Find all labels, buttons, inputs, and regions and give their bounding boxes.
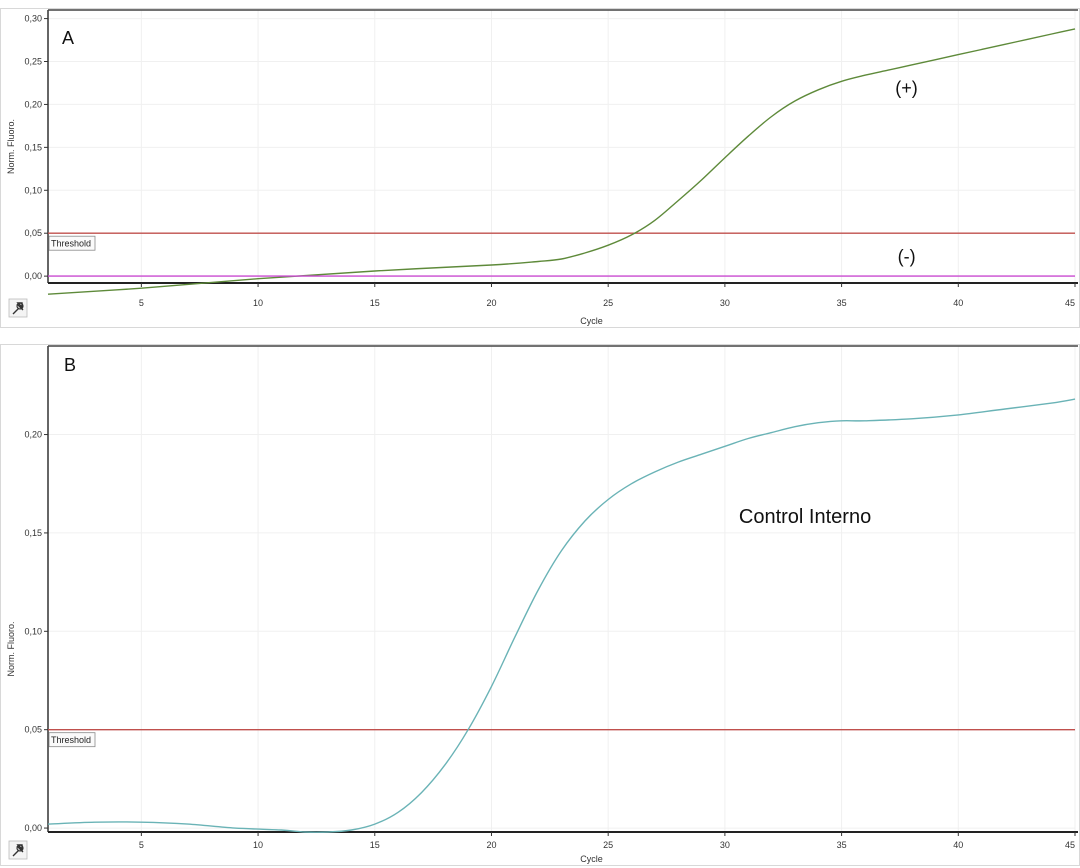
x-tick-label: 10 bbox=[253, 840, 263, 850]
y-tick-label: 0,10 bbox=[24, 626, 42, 636]
x-tick-label: 5 bbox=[139, 840, 144, 850]
y-axis-label: Norm. Fluoro. bbox=[6, 119, 16, 174]
x-tick-label: 40 bbox=[953, 298, 963, 308]
x-tick-label: 15 bbox=[370, 840, 380, 850]
threshold-label-box bbox=[48, 732, 96, 748]
x-tick-label: 30 bbox=[720, 840, 730, 850]
plot-area bbox=[48, 10, 1075, 283]
x-tick-label: 45 bbox=[1065, 840, 1075, 850]
x-tick-label: 20 bbox=[486, 840, 496, 850]
x-tick-label: 15 bbox=[370, 298, 380, 308]
y-tick-label: 0,10 bbox=[24, 185, 42, 195]
x-tick-label: 20 bbox=[486, 298, 496, 308]
threshold-label: Threshold bbox=[51, 735, 91, 745]
panel-a-amplification-plot: 0,00 0,05 0,10 0,15 0,20 0,25 0,30 5 10 15 20 25 30 3… bbox=[0, 8, 1080, 328]
panel-label: A bbox=[62, 28, 74, 48]
x-tick-label: 5 bbox=[139, 298, 144, 308]
plot-area bbox=[48, 346, 1075, 832]
threshold-label: Threshold bbox=[51, 239, 91, 249]
x-tick-label: 35 bbox=[837, 298, 847, 308]
y-axis-label: Norm. Fluoro. bbox=[6, 621, 16, 676]
y-tick-label: 0,20 bbox=[24, 430, 42, 440]
pin-tool-icon[interactable] bbox=[8, 840, 28, 860]
y-tick-label: 0,20 bbox=[24, 99, 42, 109]
x-tick-label: 25 bbox=[603, 840, 613, 850]
threshold-label-box bbox=[48, 235, 96, 251]
series-annotation: Control Interno bbox=[739, 506, 871, 528]
x-axis-label: Cycle bbox=[580, 854, 603, 864]
y-tick-label: 0,00 bbox=[24, 823, 42, 833]
series-annotation: (+) bbox=[895, 78, 918, 98]
x-tick-label: 45 bbox=[1065, 298, 1075, 308]
pin-tool-icon[interactable] bbox=[8, 298, 28, 318]
y-tick-label: 0,15 bbox=[24, 528, 42, 538]
x-tick-label: 30 bbox=[720, 298, 730, 308]
y-tick-label: 0,30 bbox=[24, 14, 42, 24]
panel-b-internal-control-plot: 0,00 0,05 0,10 0,15 0,20 5 10 15 20 25 30 35 40 45 Cyc… bbox=[0, 344, 1080, 866]
y-tick-label: 0,05 bbox=[24, 725, 42, 735]
x-tick-label: 25 bbox=[603, 298, 613, 308]
series-line-0[interactable] bbox=[47, 28, 1076, 295]
y-tick-label: 0,00 bbox=[24, 271, 42, 281]
y-tick-label: 0,05 bbox=[24, 228, 42, 238]
y-tick-label: 0,25 bbox=[24, 57, 42, 67]
y-tick-label: 0,15 bbox=[24, 142, 42, 152]
panel-label: B bbox=[64, 355, 76, 375]
series-line-0[interactable] bbox=[47, 398, 1076, 833]
x-tick-label: 40 bbox=[953, 840, 963, 850]
x-tick-label: 35 bbox=[837, 840, 847, 850]
series-annotation: (-) bbox=[898, 246, 916, 266]
x-axis-label: Cycle bbox=[580, 316, 603, 326]
x-tick-label: 10 bbox=[253, 298, 263, 308]
